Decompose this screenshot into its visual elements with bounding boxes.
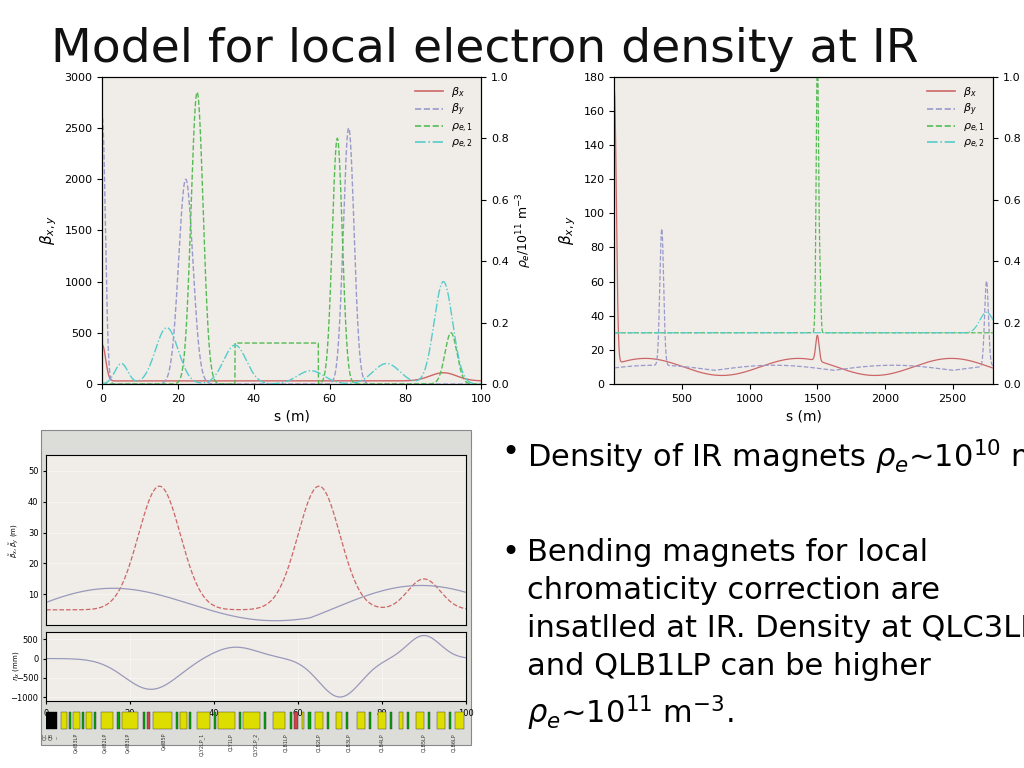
Text: Density of IR magnets $\rho_e$~10$^{10}$ m$^{-3}$.: Density of IR magnets $\rho_e$~10$^{10}$… <box>527 438 1024 477</box>
Text: QLB4LP: QLB4LP <box>380 733 384 752</box>
Text: QelB5P: QelB5P <box>161 733 166 750</box>
Bar <box>142 713 144 729</box>
Y-axis label: $\tilde{\beta}_x, \tilde{\beta}_y$ (m): $\tilde{\beta}_x, \tilde{\beta}_y$ (m) <box>7 523 20 558</box>
Y-axis label: $\rho_e/10^{11}$ m$^{-3}$: $\rho_e/10^{11}$ m$^{-3}$ <box>514 193 534 268</box>
Bar <box>146 713 150 729</box>
Bar <box>46 713 56 729</box>
Text: •: • <box>502 438 520 467</box>
Text: QelB2LP: QelB2LP <box>102 733 108 753</box>
Bar <box>450 713 452 729</box>
Text: •: • <box>502 538 520 567</box>
Text: QLB2LP: QLB2LP <box>316 733 322 752</box>
Text: QLY2LP_2: QLY2LP_2 <box>253 733 259 756</box>
X-axis label: s (m): s (m) <box>273 409 310 423</box>
Bar <box>60 713 68 729</box>
Text: QLY1LP: QLY1LP <box>228 733 233 750</box>
Y-axis label: $\beta_{x,y}$: $\beta_{x,y}$ <box>557 216 578 245</box>
Bar <box>198 713 210 729</box>
Bar <box>328 713 330 729</box>
Bar <box>308 713 310 729</box>
Bar <box>218 713 234 729</box>
Text: Bending magnets for local
chromaticity correction are
insatlled at IR. Density a: Bending magnets for local chromaticity c… <box>527 538 1024 733</box>
Text: QelB3LP: QelB3LP <box>73 733 78 753</box>
Y-axis label: $\eta_x$ (mm): $\eta_x$ (mm) <box>11 651 20 681</box>
Bar <box>456 713 464 729</box>
Bar <box>244 713 260 729</box>
Bar <box>416 713 424 729</box>
Bar <box>154 713 172 729</box>
Text: QC
QB
...: QC QB ... <box>42 733 58 740</box>
Bar <box>436 713 444 729</box>
Text: QLB1LP: QLB1LP <box>283 733 288 752</box>
Bar <box>264 713 266 729</box>
Text: QLB6LP: QLB6LP <box>451 733 456 752</box>
Bar <box>346 713 348 729</box>
Bar <box>336 713 342 729</box>
X-axis label: s (m): s (m) <box>785 409 822 423</box>
Bar <box>180 713 186 729</box>
Bar <box>94 713 96 729</box>
Bar <box>370 713 372 729</box>
Bar <box>86 713 92 729</box>
Bar <box>176 713 178 729</box>
Bar <box>428 713 430 729</box>
Bar <box>122 713 138 729</box>
Bar <box>294 713 298 729</box>
Bar <box>74 713 80 729</box>
Bar <box>408 713 410 729</box>
Bar <box>240 713 242 729</box>
Legend: $\beta_x$, $\beta_y$, $\rho_{e,1}$, $\rho_{e,2}$: $\beta_x$, $\beta_y$, $\rho_{e,1}$, $\rh… <box>925 82 988 154</box>
Bar <box>302 713 304 729</box>
Bar <box>82 713 84 729</box>
Bar <box>378 713 386 729</box>
Bar <box>70 713 72 729</box>
Text: QelB3LP: QelB3LP <box>126 733 130 753</box>
Y-axis label: $\beta_{x,y}$: $\beta_{x,y}$ <box>38 216 59 245</box>
Bar <box>356 713 366 729</box>
Bar <box>290 713 292 729</box>
Bar <box>118 713 120 729</box>
Bar <box>390 713 392 729</box>
Bar <box>100 713 114 729</box>
Text: Model for local electron density at IR: Model for local electron density at IR <box>51 27 919 72</box>
Legend: $\beta_x$, $\beta_y$, $\rho_{e,1}$, $\rho_{e,2}$: $\beta_x$, $\beta_y$, $\rho_{e,1}$, $\rh… <box>413 82 476 154</box>
Text: QLB3LP: QLB3LP <box>346 733 351 752</box>
Bar <box>188 713 190 729</box>
Text: QLB5LP: QLB5LP <box>422 733 426 752</box>
Bar <box>398 713 402 729</box>
Bar <box>214 713 216 729</box>
Text: QLY2LP_1: QLY2LP_1 <box>199 733 204 756</box>
Bar <box>314 713 324 729</box>
Bar <box>272 713 286 729</box>
